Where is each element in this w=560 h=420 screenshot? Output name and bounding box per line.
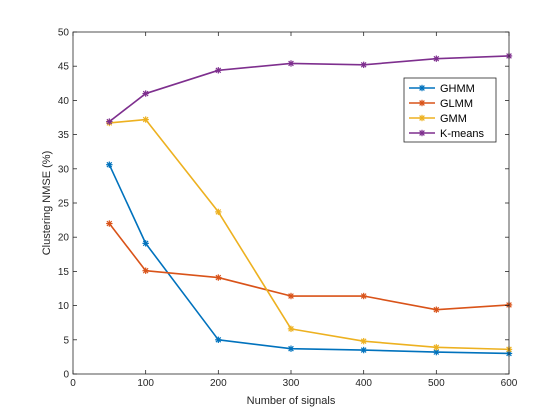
data-point-ghmm [215, 336, 222, 343]
y-tick-label: 40 [58, 96, 70, 107]
data-point-k-means [287, 60, 295, 67]
data-point-gmm [215, 208, 222, 216]
data-point-gmm [433, 344, 440, 351]
data-point-glmm [433, 306, 440, 313]
x-tick-label: 600 [501, 378, 518, 389]
data-point-ghmm [106, 161, 113, 168]
legend-label-gmm: GMM [440, 113, 467, 125]
legend-label-ghmm: GHMM [440, 83, 475, 95]
y-tick-label: 5 [63, 335, 69, 346]
y-axis-title: Clustering NMSE (%) [41, 151, 53, 256]
data-point-ghmm [287, 345, 295, 352]
y-tick-label: 35 [58, 130, 70, 141]
series-glmm [106, 220, 513, 313]
x-tick-label: 300 [283, 378, 300, 389]
data-point-glmm [106, 220, 113, 227]
series-ghmm [106, 161, 513, 357]
legend-item-glmm: GLMM [409, 98, 473, 110]
x-tick-label: 200 [210, 378, 227, 389]
x-tick-label: 400 [355, 378, 372, 389]
legend-marker-gmm [418, 114, 426, 122]
y-tick-label: 20 [58, 233, 70, 244]
legend: GHMM GLMM GMM K-means [403, 77, 497, 143]
data-point-gmm [287, 325, 295, 333]
data-point-glmm [287, 292, 295, 300]
y-tick-label: 15 [58, 267, 70, 278]
legend-item-k-means: K-means [409, 128, 485, 140]
y-tick-label: 50 [58, 28, 70, 39]
data-point-k-means [215, 67, 222, 74]
data-point-ghmm [142, 240, 149, 247]
x-tick-label: 100 [137, 378, 154, 389]
y-tick-label: 10 [58, 301, 70, 312]
y-tick-label: 25 [58, 199, 70, 210]
data-point-gmm [360, 337, 367, 345]
legend-marker-glmm [418, 99, 426, 107]
legend-marker-k-means [418, 129, 426, 137]
legend-item-gmm: GMM [409, 113, 467, 125]
y-tick-label: 0 [63, 370, 69, 381]
data-point-glmm [360, 292, 367, 300]
legend-label-k-means: K-means [440, 128, 485, 140]
data-point-gmm [142, 116, 149, 123]
data-point-k-means [433, 55, 440, 62]
data-point-k-means [106, 118, 113, 125]
data-point-ghmm [433, 348, 440, 356]
x-tick-label: 0 [70, 378, 76, 389]
y-tick-label: 45 [58, 62, 70, 73]
series-gmm [106, 116, 513, 353]
x-tick-label: 500 [428, 378, 445, 389]
y-tick-label: 30 [58, 164, 70, 175]
data-point-glmm [142, 267, 149, 274]
data-point-glmm [215, 274, 222, 281]
axes-layer: 0 100 200 300 400 500 600 0 5 10 15 20 25 30 35 40 45 50 [58, 28, 518, 390]
data-point-k-means [142, 90, 149, 97]
data-point-k-means [360, 61, 367, 69]
data-point-ghmm [360, 346, 367, 354]
legend-marker-ghmm [418, 84, 426, 92]
legend-label-glmm: GLMM [440, 98, 473, 110]
legend-item-ghmm: GHMM [409, 83, 475, 95]
x-axis-title: Number of signals [247, 395, 336, 407]
